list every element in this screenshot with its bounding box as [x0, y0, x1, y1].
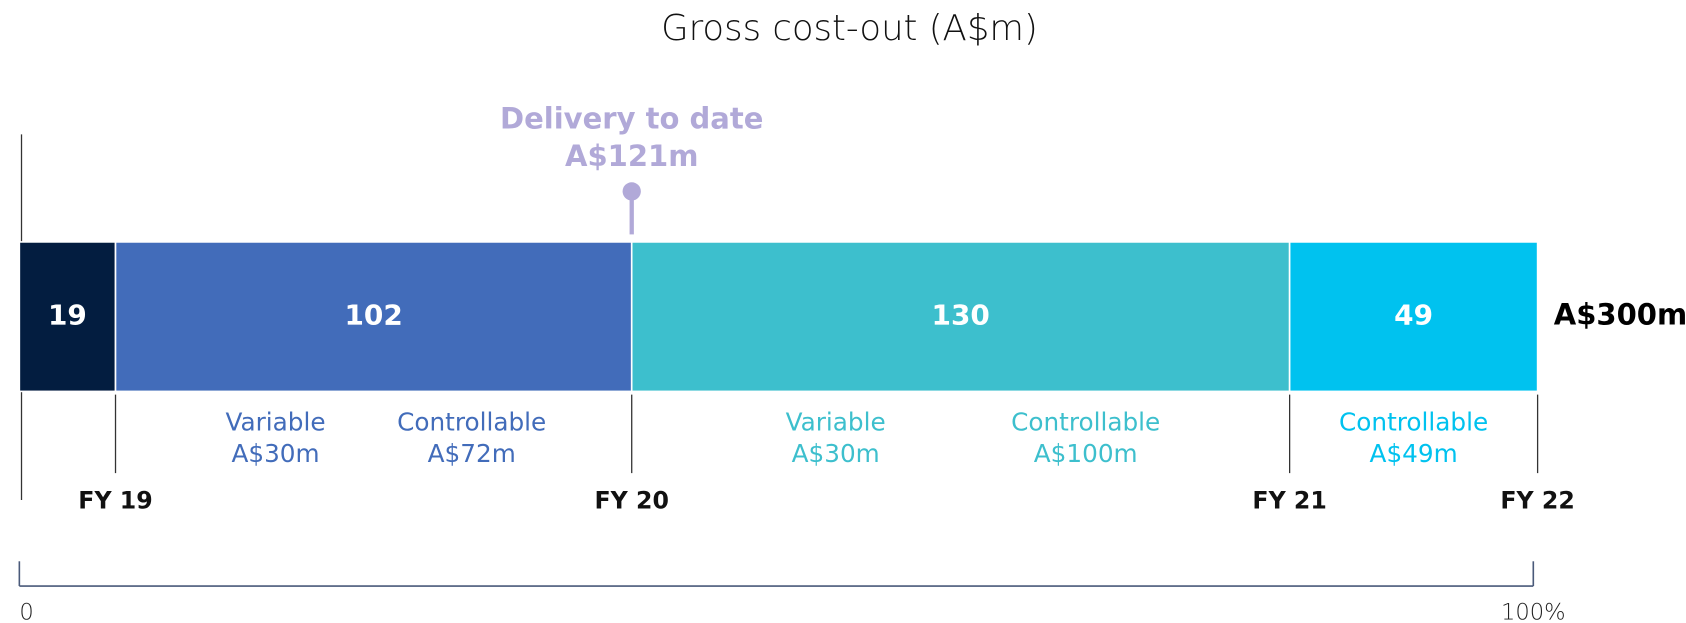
- scale-tick-label: 0: [19, 599, 33, 623]
- breakdown-label: Variable: [786, 408, 886, 437]
- chart-title: Gross cost-out (A$m): [661, 8, 1038, 49]
- period-label: FY 22: [1500, 487, 1574, 515]
- segment-label: 102: [344, 299, 402, 332]
- breakdown-value: A$49m: [1370, 439, 1458, 468]
- breakdown-value: A$30m: [792, 439, 880, 468]
- scale-tick-label: 100%: [1501, 599, 1566, 623]
- period-label: FY 19: [78, 487, 152, 515]
- breakdown-value: A$30m: [231, 439, 319, 468]
- breakdown-value: A$72m: [428, 439, 516, 468]
- period-label: FY 21: [1252, 487, 1326, 515]
- segment-label: 130: [932, 299, 990, 332]
- breakdown-label: Controllable: [1339, 408, 1488, 437]
- bar-segment: [1288, 241, 1539, 393]
- total-label: A$300m: [1554, 298, 1686, 332]
- marker-value: A$121m: [565, 139, 698, 173]
- breakdown-label: Controllable: [397, 408, 546, 437]
- segment-label: 49: [1394, 299, 1433, 332]
- breakdown-value: A$100m: [1034, 439, 1138, 468]
- marker-head: [622, 182, 641, 201]
- period-label: FY 20: [595, 487, 669, 515]
- breakdown-label: Variable: [225, 408, 325, 437]
- breakdown-label: Controllable: [1011, 408, 1160, 437]
- bar-segment: [630, 241, 1291, 393]
- bar-segment: [114, 241, 633, 393]
- marker-label: Delivery to date: [500, 101, 763, 135]
- segment-label: 19: [48, 299, 87, 332]
